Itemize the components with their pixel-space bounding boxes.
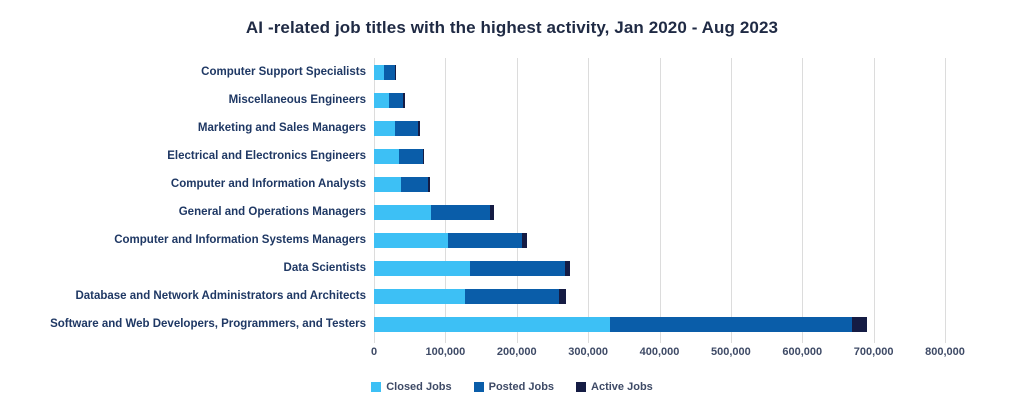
- bar-segment-closed-jobs[interactable]: [374, 92, 389, 108]
- legend-label: Active Jobs: [591, 381, 653, 393]
- x-axis-tick-label: 300,000: [568, 346, 609, 358]
- bar-segment-posted-jobs[interactable]: [431, 204, 490, 220]
- bar-segment-posted-jobs[interactable]: [469, 260, 565, 276]
- legend-label: Closed Jobs: [386, 381, 452, 393]
- bar-row: [374, 254, 1024, 282]
- bar-stack: [374, 120, 420, 136]
- x-axis-tick-label: 600,000: [782, 346, 823, 358]
- bar-segment-posted-jobs[interactable]: [401, 176, 429, 192]
- bar-segment-posted-jobs[interactable]: [388, 92, 404, 108]
- bar-segment-active-jobs[interactable]: [422, 148, 424, 164]
- bar-segment-posted-jobs[interactable]: [398, 148, 423, 164]
- bar-row: [374, 114, 1024, 142]
- bar-segment-closed-jobs[interactable]: [374, 176, 402, 192]
- legend-label: Posted Jobs: [488, 381, 555, 393]
- category-label: Electrical and Electronics Engineers: [167, 150, 366, 162]
- bar-row: [374, 282, 1024, 310]
- legend-item-closed-jobs[interactable]: Closed Jobs: [371, 381, 452, 393]
- bar-stack: [374, 288, 566, 304]
- bar-segment-active-jobs[interactable]: [428, 176, 430, 192]
- bar-row: [374, 170, 1024, 198]
- bar-segment-closed-jobs[interactable]: [374, 288, 466, 304]
- x-axis-tick-label: 200,000: [496, 346, 537, 358]
- category-label: Miscellaneous Engineers: [228, 94, 366, 106]
- bar-row: [374, 86, 1024, 114]
- bar-stack: [374, 176, 430, 192]
- category-axis: Computer Support Specialists Miscellaneou…: [0, 58, 366, 338]
- bar-segment-active-jobs[interactable]: [489, 204, 494, 220]
- x-axis-tick-label: 100,000: [425, 346, 466, 358]
- bar-segment-posted-jobs[interactable]: [609, 316, 853, 332]
- category-label: Database and Network Administrators and …: [75, 290, 366, 302]
- gridline: [588, 58, 590, 343]
- bar-segment-active-jobs[interactable]: [403, 92, 405, 108]
- bar-segment-closed-jobs[interactable]: [374, 120, 395, 136]
- x-axis: 0 100,000 200,000 300,000 400,000 500,000 600,…: [370, 346, 1024, 360]
- bar-segment-closed-jobs[interactable]: [374, 232, 449, 248]
- bar-segment-closed-jobs[interactable]: [374, 148, 399, 164]
- bar-stack: [374, 64, 397, 80]
- gridline: [445, 58, 447, 343]
- bar-stack: [374, 316, 868, 332]
- bar-segment-active-jobs[interactable]: [558, 288, 566, 304]
- plot-area: [374, 58, 946, 343]
- bar-segment-closed-jobs[interactable]: [374, 260, 470, 276]
- category-label: Computer and Information Analysts: [170, 178, 366, 190]
- bar-stack: [374, 92, 405, 108]
- bar-stack: [374, 260, 570, 276]
- bar-segment-active-jobs[interactable]: [394, 64, 397, 80]
- legend-swatch-icon: [576, 382, 587, 392]
- bar-segment-posted-jobs[interactable]: [448, 232, 523, 248]
- bar-stack: [374, 232, 528, 248]
- bar-row: [374, 58, 1024, 86]
- bar-segment-closed-jobs[interactable]: [374, 316, 610, 332]
- category-label: Software and Web Developers, Programmers…: [50, 318, 366, 330]
- legend-swatch-icon: [473, 382, 484, 392]
- x-axis-tick-label: 800,000: [925, 346, 965, 358]
- category-label: Computer and Information Systems Manager…: [114, 234, 366, 246]
- legend-item-active-jobs[interactable]: Active Jobs: [576, 381, 653, 393]
- bar-segment-closed-jobs[interactable]: [374, 204, 432, 220]
- x-axis-tick-label: 0: [370, 346, 378, 358]
- bar-segment-active-jobs[interactable]: [418, 120, 420, 136]
- legend-swatch-icon: [371, 382, 382, 392]
- gridline: [873, 58, 875, 343]
- legend: Closed Jobs Posted Jobs Active Jobs: [0, 381, 1024, 393]
- bar-row: [374, 226, 1024, 254]
- bar-stack: [374, 148, 424, 164]
- category-label: Computer Support Specialists: [201, 66, 366, 78]
- gridline: [730, 58, 732, 343]
- bar-row: [374, 142, 1024, 170]
- chart-title: AI -related job titles with the highest …: [245, 18, 779, 37]
- bar-segment-posted-jobs[interactable]: [394, 120, 419, 136]
- x-axis-tick-label: 400,000: [639, 346, 680, 358]
- category-label: Marketing and Sales Managers: [197, 122, 366, 134]
- bar-row: [374, 310, 1024, 338]
- category-label: Data Scientists: [283, 262, 366, 274]
- bar-segment-active-jobs[interactable]: [564, 260, 570, 276]
- bar-stack: [374, 204, 494, 220]
- x-axis-tick-label: 700,000: [853, 346, 894, 358]
- gridline: [516, 58, 518, 343]
- bar-segment-posted-jobs[interactable]: [383, 64, 395, 80]
- x-axis-tick-label: 500,000: [710, 346, 751, 358]
- legend-item-posted-jobs[interactable]: Posted Jobs: [473, 381, 555, 393]
- bar-row: [374, 198, 1024, 226]
- bar-segment-active-jobs[interactable]: [522, 232, 528, 248]
- gridline: [945, 58, 946, 343]
- gridline: [659, 58, 661, 343]
- bar-segment-active-jobs[interactable]: [852, 316, 868, 332]
- gridline: [802, 58, 804, 343]
- bar-segment-closed-jobs[interactable]: [374, 64, 384, 80]
- bar-segment-posted-jobs[interactable]: [465, 288, 559, 304]
- bars-layer: [374, 58, 1024, 338]
- gridline: [374, 58, 375, 343]
- category-label: General and Operations Managers: [178, 206, 366, 218]
